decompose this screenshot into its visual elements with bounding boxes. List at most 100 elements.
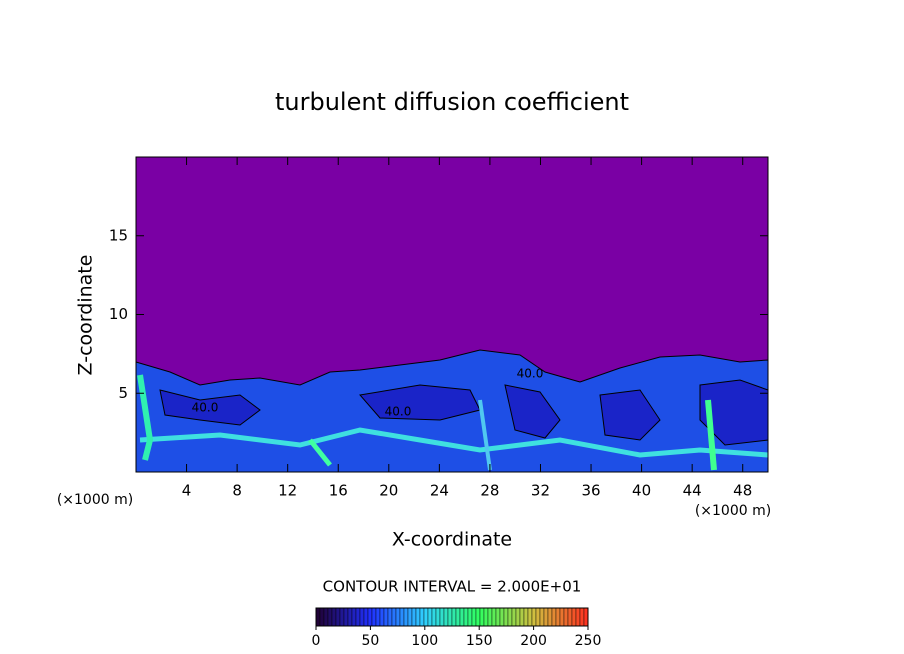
cyan-streak <box>478 399 492 471</box>
colorbar-cell <box>471 607 477 627</box>
contour-blob <box>159 389 261 426</box>
colorbar-cell <box>523 607 529 627</box>
colorbar-tick-label: 0 <box>312 633 321 649</box>
colorbar-cell <box>443 607 449 627</box>
colorbar-cell <box>463 607 469 627</box>
colorbar-cell <box>387 607 393 627</box>
x-tick-label: 48 <box>733 482 752 500</box>
colorbar-tick-label: 150 <box>466 633 493 649</box>
colorbar-cell <box>547 607 553 627</box>
colorbar-cell <box>347 607 353 627</box>
x-tick-label: 28 <box>480 482 499 500</box>
colorbar-tick-label: 50 <box>361 633 379 649</box>
colorbar-cell <box>475 607 481 627</box>
colorbar-cell <box>383 607 389 627</box>
y-unit: (×1000 m) <box>695 503 771 519</box>
colorbar-cell <box>395 607 401 627</box>
colorbar-cell <box>439 607 445 627</box>
colorbar-cell <box>479 607 485 627</box>
colorbar-cell <box>363 607 369 627</box>
colorbar-cell <box>391 607 397 627</box>
x-axis-label: X-coordinate <box>392 529 512 551</box>
colorbar-cell <box>507 607 513 627</box>
colorbar-cell <box>423 607 429 627</box>
colorbar-cell <box>415 607 421 627</box>
contour-interval: CONTOUR INTERVAL = 2.000E+01 <box>323 578 582 596</box>
colorbar-tick-label: 250 <box>575 633 602 649</box>
colorbar-cell <box>335 607 341 627</box>
colorbar-cell <box>411 607 417 627</box>
colorbar-cell <box>535 607 541 627</box>
colorbar-cell <box>567 607 573 627</box>
contour-label: 40.0 <box>517 367 544 381</box>
colorbar-cell <box>343 607 349 627</box>
colorbar-cell <box>355 607 361 627</box>
colorbar-cell <box>359 607 365 627</box>
colorbar-cell <box>323 607 329 627</box>
colorbar-cell <box>579 607 585 627</box>
x-tick-label: 32 <box>531 482 550 500</box>
colorbar-cell <box>519 607 525 627</box>
colorbar-cell <box>371 607 377 627</box>
colorbar-cell <box>467 607 473 627</box>
cyan-streak <box>308 438 332 467</box>
x-tick-label: 40 <box>632 482 651 500</box>
colorbar-cell <box>571 607 577 627</box>
colorbar-cell <box>527 607 533 627</box>
colorbar-cell <box>483 607 489 627</box>
colorbar-cell <box>431 607 437 627</box>
colorbar-cell <box>459 607 465 627</box>
colorbar-cell <box>435 607 441 627</box>
colorbar-cell <box>543 607 549 627</box>
colorbar-cell <box>511 607 517 627</box>
colorbar-cell <box>531 607 537 627</box>
colorbar-cell <box>327 607 333 627</box>
x-unit: (×1000 m) <box>57 492 133 508</box>
colorbar-cell <box>503 607 509 627</box>
colorbar-cell <box>555 607 561 627</box>
colorbar-cell <box>487 607 493 627</box>
colorbar-cell <box>447 607 453 627</box>
x-tick-label: 24 <box>430 482 449 500</box>
colorbar-cell <box>315 607 321 627</box>
colorbar-cell <box>331 607 337 627</box>
x-tick-label: 44 <box>683 482 702 500</box>
contour-blob <box>504 384 561 439</box>
colorbar-cell <box>351 607 357 627</box>
y-tick-label: 15 <box>109 226 128 244</box>
colorbar-cell <box>419 607 425 627</box>
colorbar-cell <box>515 607 521 627</box>
colorbar-cell <box>495 607 501 627</box>
colorbar-cell <box>451 607 457 627</box>
contour-label: 40.0 <box>192 401 219 415</box>
colorbar-cell <box>575 607 581 627</box>
colorbar-cell <box>551 607 557 627</box>
x-tick-label: 20 <box>379 482 398 500</box>
cyan-streak <box>705 399 717 471</box>
colorbar-cell <box>491 607 497 627</box>
x-tick-label: 4 <box>182 482 192 500</box>
colorbar-cell <box>403 607 409 627</box>
field <box>135 157 769 473</box>
colorbar-cell <box>375 607 381 627</box>
cyan-streak <box>139 427 769 458</box>
colorbar-cell <box>339 607 345 627</box>
x-tick-label: 12 <box>278 482 297 500</box>
colorbar-cell <box>455 607 461 627</box>
colorbar-cell <box>319 607 325 627</box>
x-tick-label: 16 <box>329 482 348 500</box>
colorbar-tick-label: 100 <box>411 633 438 649</box>
colorbar-frame <box>315 607 589 627</box>
colorbar-cell <box>563 607 569 627</box>
colorbar-tick-label: 200 <box>520 633 547 649</box>
colorbar-cell <box>399 607 405 627</box>
y-tick-label: 5 <box>118 384 128 402</box>
y-axis-label: Z-coordinate <box>75 255 97 376</box>
x-tick-label: 36 <box>581 482 600 500</box>
y-tick-label: 10 <box>109 305 128 323</box>
x-tick-label: 8 <box>232 482 242 500</box>
colorbar-cell <box>583 607 589 627</box>
chart-title: turbulent diffusion coefficient <box>275 88 629 116</box>
cyan-streak <box>137 374 154 461</box>
